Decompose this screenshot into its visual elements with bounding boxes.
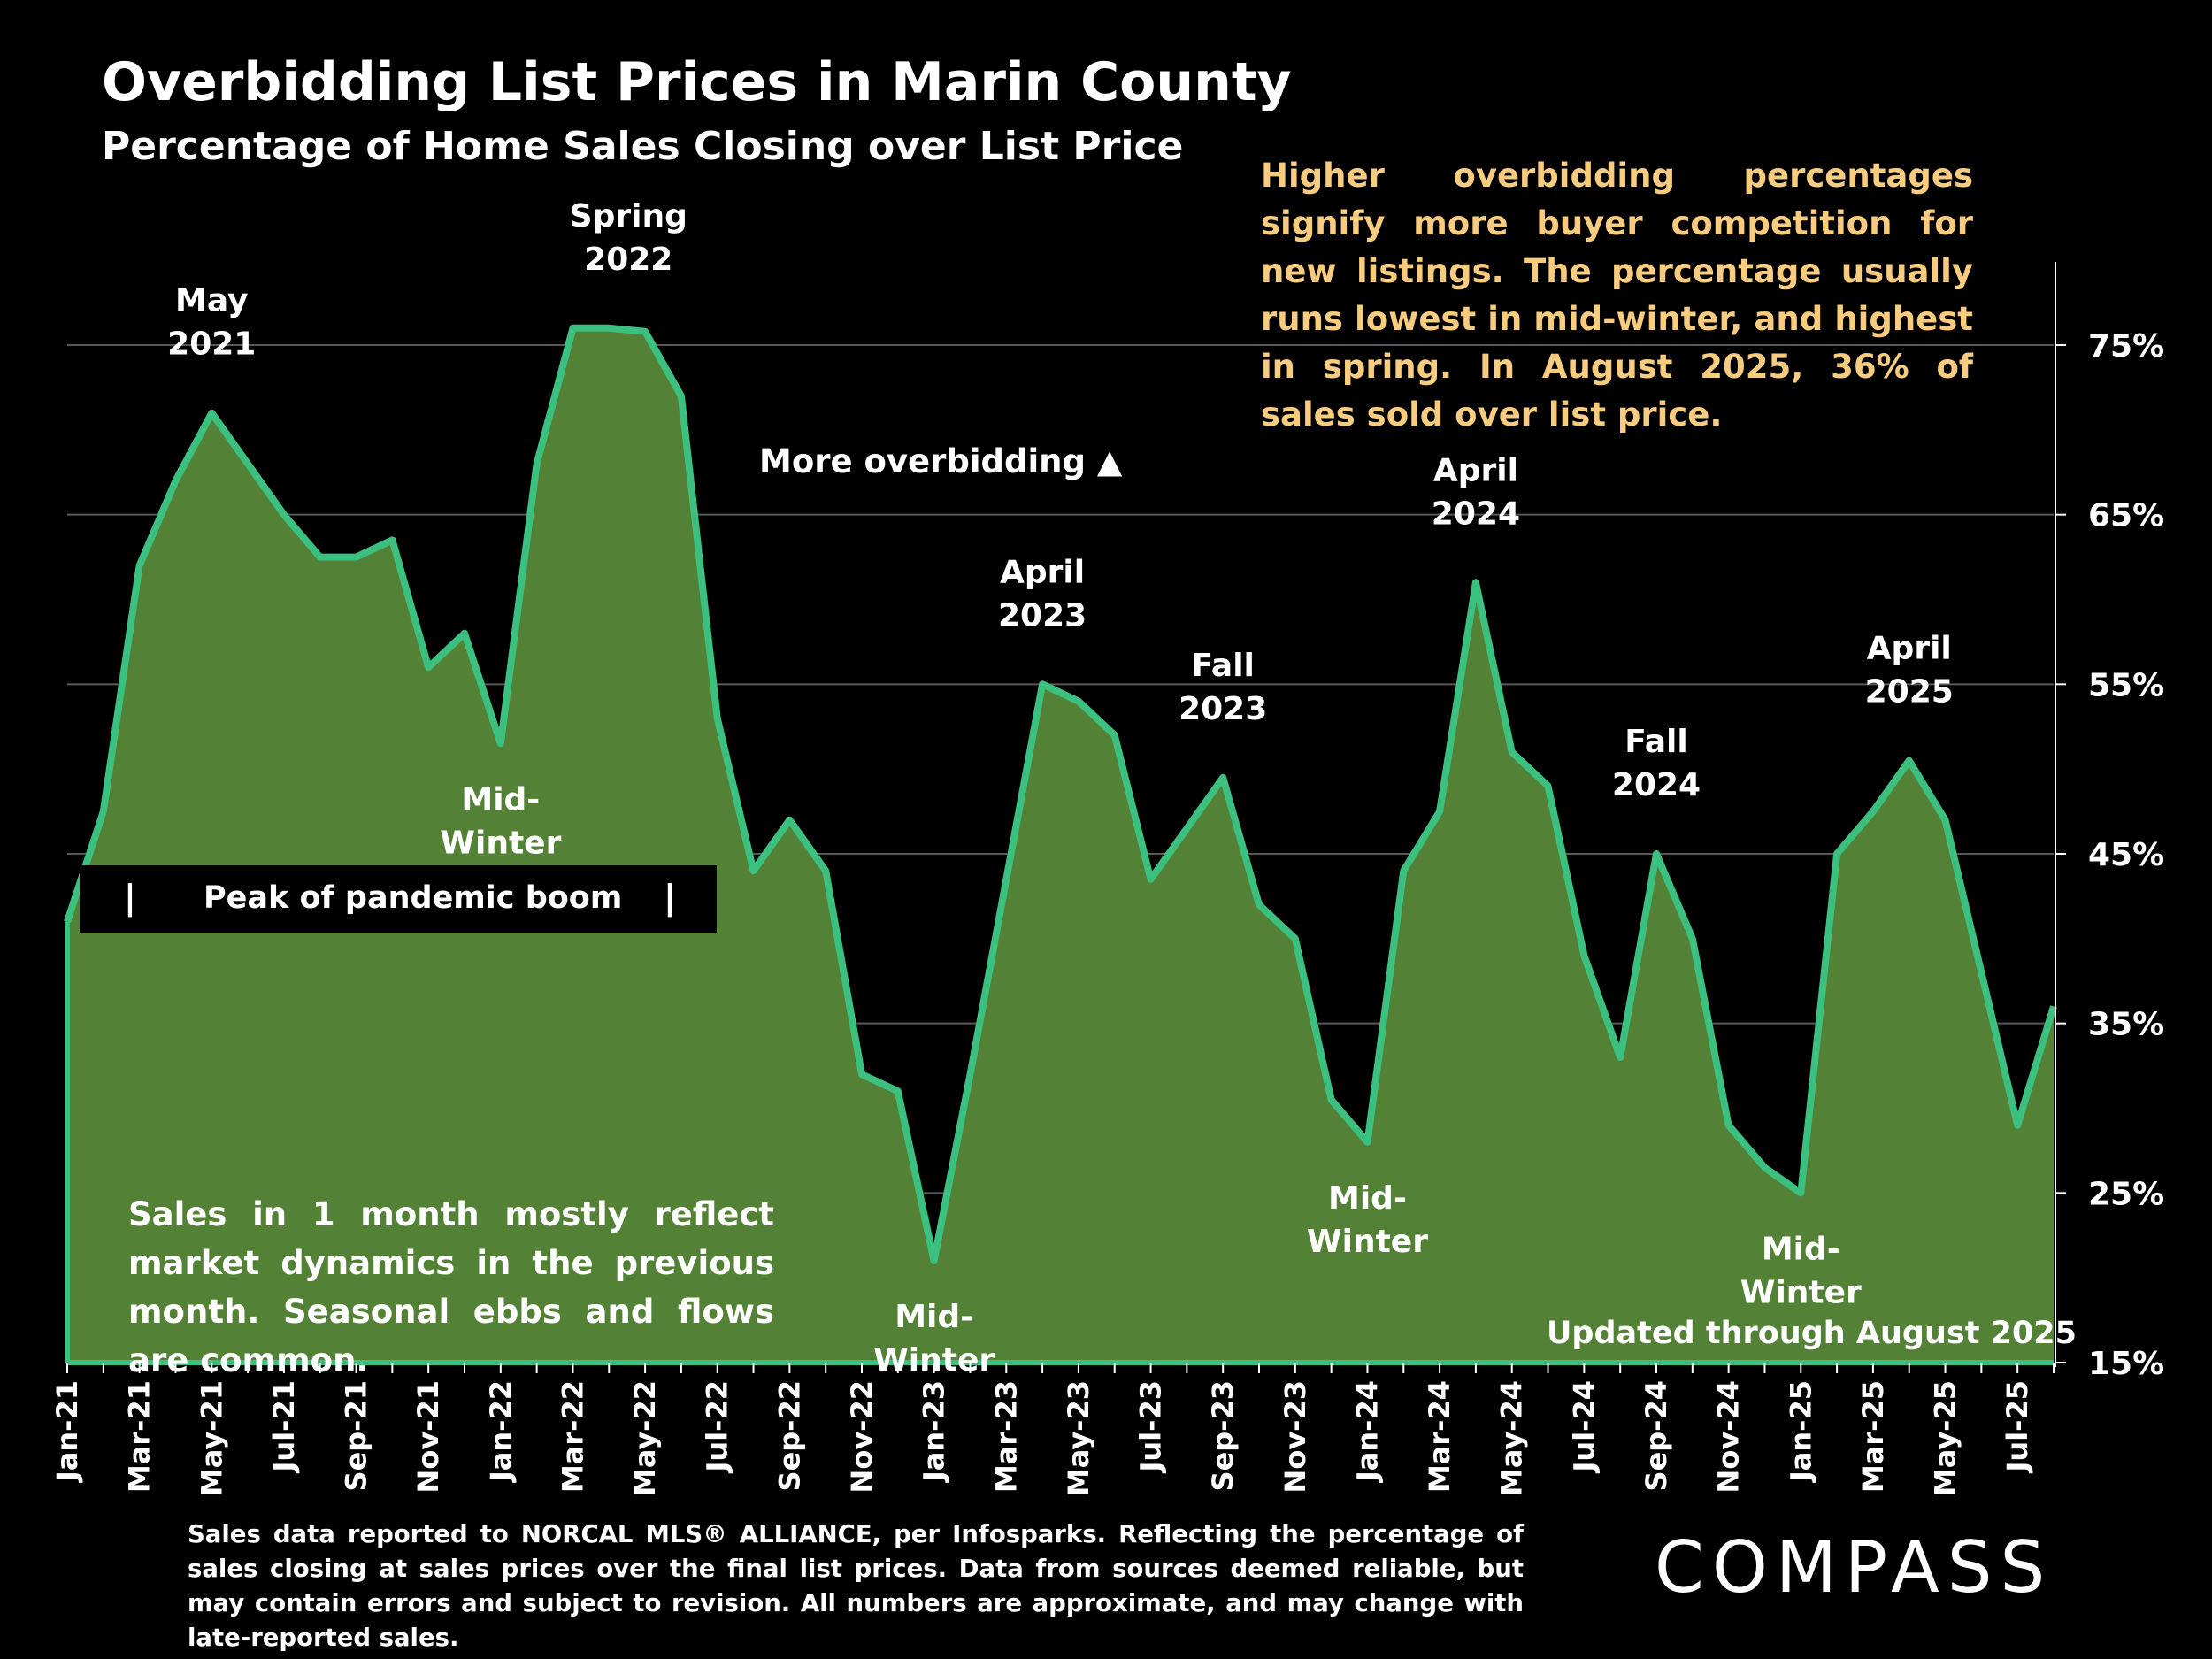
y-tick-label: 75% [2088,328,2164,365]
x-tick-label: May-22 [628,1380,662,1496]
annotation-label: May [175,283,248,319]
x-tick-label: Nov-21 [411,1380,445,1493]
annotations: May 2021 Spring 2022 Mid- Winter April 2023 Fall… [167,198,1954,1379]
annotation-label: 2023 [1179,691,1267,727]
annotation-label: Mid- [895,1299,973,1335]
annotation-label: April [1867,631,1952,667]
x-tick-label: Jul-21 [267,1380,301,1473]
y-tick-label: 65% [2088,498,2164,534]
annotation-label: April [1433,452,1518,488]
x-tick-label: May-24 [1495,1380,1529,1496]
peak-boom-label: Peak of pandemic boom [204,880,623,916]
annotation-label: 2021 [167,326,256,363]
x-tick-label: Jan-25 [1784,1380,1817,1483]
annotation-label: 2024 [1432,495,1520,532]
x-tick-labels: Jan-21 Mar-21 May-21 Jul-21 Sep-21 Nov-21 Jan-… [50,1363,2055,1496]
y-tick-label: 55% [2088,667,2164,703]
x-tick-label: Sep-23 [1206,1380,1240,1491]
annotation-label: Winter [1740,1274,1862,1310]
x-tick-label: Mar-24 [1423,1380,1456,1493]
annotation-label: 2023 [998,597,1087,634]
x-tick-label: Jul-22 [701,1380,734,1473]
chart-title: Overbidding List Prices in Marin County [102,51,1292,113]
axes [65,262,2056,1367]
annotation-label: Fall [1624,724,1687,760]
compass-logo: COMPASS [1655,1526,2054,1609]
x-tick-label: Jul-25 [2001,1380,2034,1473]
x-tick-label: Jan-23 [918,1380,951,1483]
annotation-label: Mid- [1762,1231,1840,1267]
annotation-label: Winter [440,825,561,861]
area-fill [67,327,2054,1363]
x-tick-label: Nov-22 [845,1380,879,1493]
annotation-label: Mid- [1328,1180,1407,1217]
x-tick-label: Sep-24 [1640,1380,1673,1491]
x-tick-label: Sep-22 [772,1380,806,1491]
annotation-label: 2025 [1865,674,1954,710]
annotation-label: Fall [1191,648,1254,684]
x-tick-label: Nov-23 [1279,1380,1312,1493]
x-tick-label: May-25 [1929,1380,1962,1496]
y-tick-labels: 15% 25% 35% 45% 55% 65% 75% [2055,328,2164,1382]
x-tick-label: Jul-24 [1567,1380,1601,1473]
x-tick-label: Mar-23 [989,1380,1023,1493]
x-tick-label: May-23 [1062,1380,1095,1496]
x-tick-label: May-21 [195,1380,228,1496]
annotation-label: Winter [1307,1224,1428,1260]
chart-subtitle: Percentage of Home Sales Closing over Li… [102,124,1184,169]
annotation-label: Mid- [461,781,540,818]
x-tick-label: Jul-23 [1134,1380,1168,1473]
annotation-label: Spring [570,198,687,234]
x-tick-label: Nov-24 [1712,1380,1746,1493]
x-tick-label: Mar-21 [123,1380,157,1493]
peak-bar-right: | [664,878,676,917]
note-right: Higher overbidding percentages signify m… [1261,157,1973,434]
x-tick-label: Jan-21 [50,1380,84,1483]
footer-note: Sales data reported to NORCAL MLS® ALLIA… [188,1520,1524,1652]
annotation-label: Winter [873,1342,995,1379]
annotation-label: 2024 [1612,767,1701,803]
more-overbidding-label: More overbidding ▲ [759,442,1123,480]
updated-label: Updated through August 2025 [1547,1316,2078,1351]
y-tick-label: 35% [2088,1007,2164,1043]
x-tick-label: Jan-22 [484,1380,518,1483]
annotation-label: April [1000,554,1085,590]
y-tick-label: 15% [2088,1346,2164,1382]
series-line [64,324,2057,1264]
peak-boom-box [80,865,717,933]
x-tick-label: Sep-21 [340,1380,373,1491]
x-tick-label: Jan-24 [1350,1380,1384,1483]
y-tick-label: 45% [2088,837,2164,873]
x-tick-label: Mar-22 [556,1380,589,1493]
peak-bar-left: | [124,878,136,917]
x-tick-label: Mar-25 [1856,1380,1890,1493]
annotation-label: 2022 [584,242,672,278]
y-tick-label: 25% [2088,1176,2164,1212]
note-left: Sales in 1 month mostly reflect market d… [128,1195,774,1379]
